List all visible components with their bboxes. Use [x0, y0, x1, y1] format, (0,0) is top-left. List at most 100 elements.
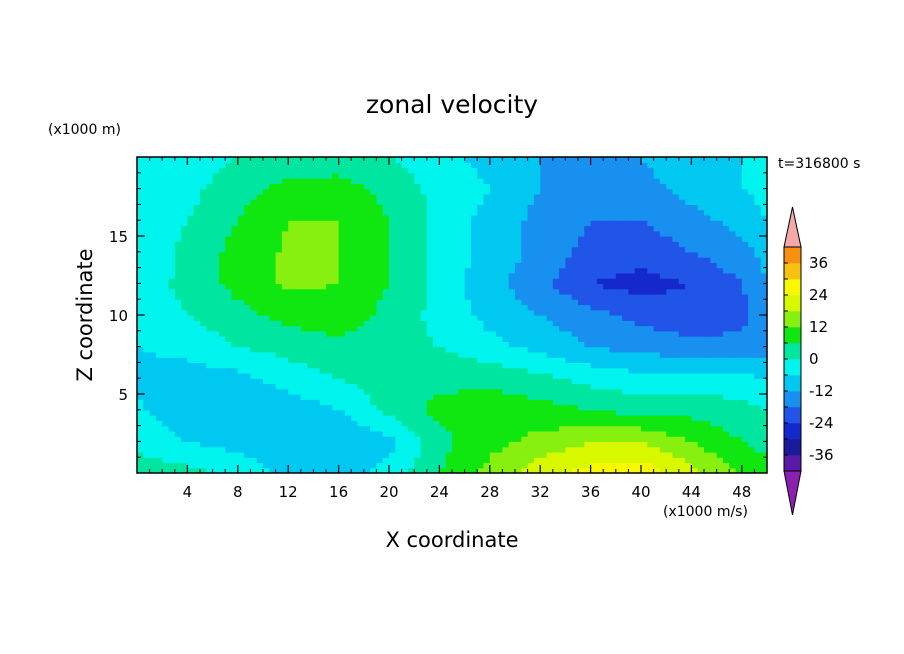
- heatmap-cell: [250, 304, 258, 311]
- heatmap-cell: [250, 446, 258, 453]
- heatmap-cell: [659, 346, 667, 353]
- heatmap-cell: [609, 441, 617, 448]
- heatmap-cell: [426, 446, 434, 453]
- heatmap-cell: [445, 415, 453, 421]
- heatmap-cell: [622, 346, 629, 353]
- heatmap-cell: [168, 288, 176, 295]
- heatmap-cell: [704, 457, 711, 464]
- heatmap-cell: [722, 357, 730, 363]
- heatmap-cell: [659, 246, 667, 253]
- heatmap-cell: [382, 467, 390, 473]
- heatmap-cell: [540, 409, 548, 416]
- heatmap-cell: [300, 346, 308, 353]
- heatmap-cell: [149, 415, 157, 421]
- heatmap-cell: [603, 330, 611, 337]
- heatmap-cell: [250, 209, 258, 216]
- heatmap-cell: [288, 257, 296, 263]
- heatmap-cell: [653, 246, 661, 253]
- heatmap-cell: [426, 283, 434, 290]
- heatmap-cell: [307, 304, 314, 311]
- heatmap-cell: [578, 288, 585, 295]
- heatmap-cell: [659, 309, 667, 316]
- heatmap-cell: [760, 251, 767, 258]
- heatmap-cell: [407, 299, 415, 306]
- heatmap-cell: [622, 467, 629, 473]
- heatmap-cell: [275, 283, 283, 290]
- heatmap-cell: [426, 341, 434, 348]
- heatmap-cell: [521, 241, 529, 248]
- heatmap-cell: [470, 399, 478, 406]
- heatmap-cell: [741, 293, 749, 300]
- heatmap-cell: [697, 394, 705, 400]
- heatmap-cell: [382, 330, 390, 337]
- heatmap-cell: [653, 451, 661, 458]
- heatmap-cell: [641, 293, 648, 300]
- heatmap-cell: [502, 372, 510, 379]
- heatmap-cell: [634, 467, 642, 473]
- heatmap-cell: [760, 351, 767, 358]
- heatmap-cell: [722, 394, 730, 400]
- heatmap-cell: [515, 409, 522, 416]
- heatmap-cell: [382, 383, 390, 390]
- heatmap-cell: [527, 409, 535, 416]
- heatmap-cell: [426, 372, 434, 379]
- heatmap-cell: [357, 230, 365, 237]
- heatmap-cell: [628, 409, 636, 416]
- heatmap-cell: [363, 241, 371, 248]
- heatmap-cell: [338, 209, 346, 216]
- heatmap-cell: [470, 420, 478, 427]
- heatmap-cell: [659, 320, 667, 327]
- heatmap-cell: [426, 367, 434, 374]
- heatmap-cell: [590, 278, 598, 284]
- heatmap-cell: [527, 404, 535, 411]
- heatmap-cell: [181, 315, 188, 321]
- heatmap-cell: [704, 388, 711, 395]
- heatmap-cell: [653, 383, 661, 390]
- heatmap-cell: [729, 230, 737, 237]
- heatmap-cell: [672, 430, 680, 437]
- heatmap-cell: [502, 320, 510, 327]
- heatmap-cell: [697, 214, 705, 221]
- heatmap-cell: [250, 399, 258, 406]
- heatmap-cell: [502, 214, 510, 221]
- heatmap-cell: [496, 383, 503, 390]
- heatmap-cell: [691, 257, 699, 263]
- heatmap-cell: [193, 430, 201, 437]
- heatmap-cell: [470, 372, 478, 379]
- heatmap-cell: [666, 351, 674, 358]
- heatmap-cell: [363, 388, 371, 395]
- heatmap-cell: [218, 362, 226, 369]
- heatmap-cell: [722, 378, 730, 385]
- heatmap-cell: [641, 230, 648, 237]
- heatmap-cell: [155, 220, 163, 227]
- heatmap-cell: [263, 320, 270, 327]
- heatmap-cell: [710, 330, 718, 337]
- heatmap-cell: [578, 304, 585, 311]
- heatmap-cell: [281, 272, 289, 279]
- heatmap-cell: [250, 388, 258, 395]
- heatmap-cell: [395, 362, 403, 369]
- heatmap-cell: [622, 214, 629, 221]
- heatmap-cell: [351, 299, 359, 306]
- heatmap-cell: [559, 425, 566, 432]
- heatmap-cell: [704, 315, 711, 321]
- heatmap-cell: [760, 388, 767, 395]
- heatmap-cell: [741, 394, 749, 400]
- heatmap-cell: [710, 309, 718, 316]
- heatmap-cell: [237, 351, 245, 358]
- heatmap-cell: [578, 399, 585, 406]
- heatmap-cell: [338, 446, 346, 453]
- heatmap-cell: [666, 214, 674, 221]
- heatmap-cell: [615, 209, 623, 216]
- heatmap-cell: [319, 399, 327, 406]
- heatmap-cell: [502, 304, 510, 311]
- heatmap-cell: [237, 272, 245, 279]
- heatmap-cell: [376, 267, 384, 274]
- heatmap-cell: [206, 283, 214, 290]
- heatmap-cell: [748, 394, 755, 400]
- heatmap-cell: [596, 409, 604, 416]
- heatmap-cell: [426, 272, 434, 279]
- heatmap-cell: [263, 362, 270, 369]
- heatmap-cell: [395, 209, 403, 216]
- heatmap-cell: [666, 225, 674, 232]
